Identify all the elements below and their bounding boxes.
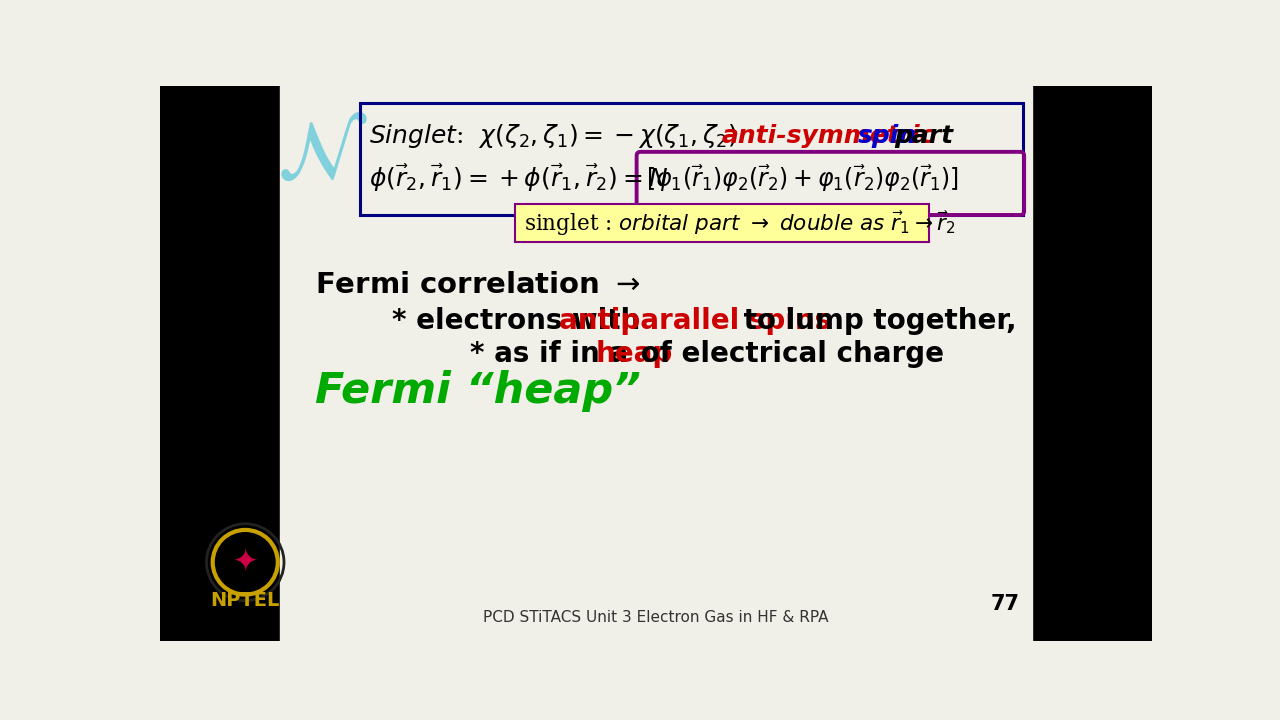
Text: heap: heap: [595, 341, 673, 369]
Text: Fermi correlation $\rightarrow$: Fermi correlation $\rightarrow$: [315, 271, 640, 299]
Text: singlet : $\mathit{orbital\ part}\ \rightarrow\ double\ as\ \vec{r}_1 \rightarro: singlet : $\mathit{orbital\ part}\ \righ…: [525, 210, 956, 238]
Text: $\mathit{Singlet}$:  $\chi(\zeta_2,\zeta_1) = -\chi(\zeta_1,\zeta_2)$: $\mathit{Singlet}$: $\chi(\zeta_2,\zeta_…: [369, 122, 737, 150]
Text: NPTEL: NPTEL: [211, 591, 280, 611]
Text: ✦: ✦: [233, 548, 259, 577]
Bar: [280, 86, 1032, 641]
Bar: [160, 86, 280, 641]
Text: $\mathcal{N}$: $\mathcal{N}$: [278, 114, 369, 194]
FancyBboxPatch shape: [515, 204, 929, 242]
Text: Fermi “heap”: Fermi “heap”: [315, 369, 641, 412]
Text: PCD STiTACS Unit 3 Electron Gas in HF & RPA: PCD STiTACS Unit 3 Electron Gas in HF & …: [484, 610, 828, 625]
Text: 77: 77: [991, 594, 1019, 614]
Text: $[\varphi_1(\vec{r}_1)\varphi_2(\vec{r}_2)+\varphi_1(\vec{r}_2)\varphi_2(\vec{r}: $[\varphi_1(\vec{r}_1)\varphi_2(\vec{r}_…: [646, 163, 959, 194]
Text: * electrons with: * electrons with: [393, 307, 650, 336]
Text: to lump together,: to lump together,: [733, 307, 1016, 336]
Text: antiparallel spins: antiparallel spins: [559, 307, 831, 336]
Text: of electrical charge: of electrical charge: [631, 341, 945, 369]
Text: spin: spin: [858, 125, 916, 148]
Text: * as if in a: * as if in a: [470, 341, 637, 369]
Text: $\phi(\vec{r}_2,\vec{r}_1) = +\phi(\vec{r}_1,\vec{r}_2) = N$: $\phi(\vec{r}_2,\vec{r}_1) = +\phi(\vec{…: [369, 163, 668, 194]
Text: anti-symmetric: anti-symmetric: [721, 125, 934, 148]
Text: part: part: [895, 125, 954, 148]
Bar: [1032, 86, 1152, 641]
